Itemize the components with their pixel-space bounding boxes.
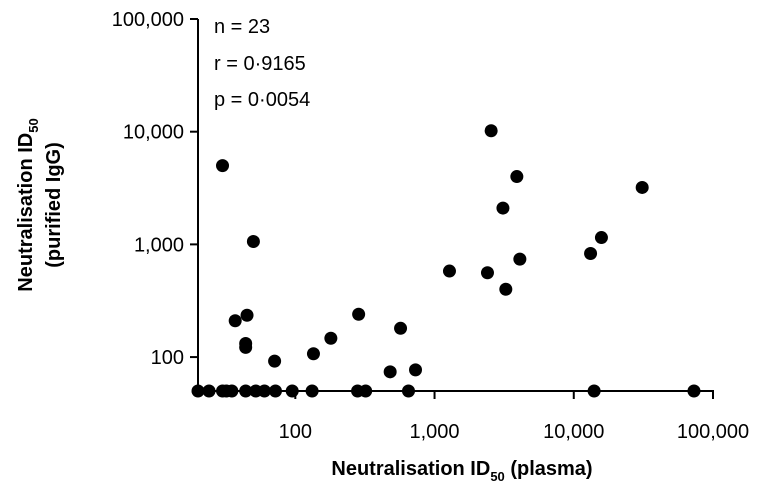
data-point <box>584 247 598 261</box>
annotations: n = 23 r = 0·9165 p = 0·0054 <box>214 16 310 111</box>
y-axis-title-line2: (purified IgG) <box>43 142 65 268</box>
data-point <box>510 170 524 184</box>
annotation-r: r = 0·9165 <box>214 53 306 75</box>
x-axis-title: Neutralisation ID50 (plasma) <box>331 458 592 484</box>
data-point <box>246 235 260 249</box>
data-point <box>635 180 649 194</box>
data-point <box>484 124 498 138</box>
data-point <box>383 365 397 379</box>
y-tick-label: 100 <box>151 347 184 369</box>
data-point <box>594 231 608 245</box>
y-axis-title-line1: Neutralisation ID50 <box>15 118 41 291</box>
points-layer <box>191 124 701 398</box>
x-tick-label: 100 <box>279 421 312 443</box>
data-point <box>442 264 456 278</box>
x-tick-label: 10,000 <box>543 421 604 443</box>
data-point <box>480 266 494 280</box>
y-ticks: 100 1,000 10,000 100,000 <box>112 9 198 369</box>
data-point <box>239 340 253 354</box>
data-point <box>409 363 423 377</box>
x-tick-label: 100,000 <box>677 421 749 443</box>
y-tick-label: 1,000 <box>134 234 184 256</box>
y-tick-label: 100,000 <box>112 9 184 31</box>
data-point <box>496 201 510 215</box>
data-point <box>513 252 527 266</box>
annotation-p: p = 0·0054 <box>214 89 310 111</box>
data-point <box>306 347 320 361</box>
data-point <box>352 307 366 321</box>
x-ticks: 100 1,000 10,000 100,000 <box>279 391 749 443</box>
data-point <box>499 282 513 296</box>
data-point <box>268 354 282 368</box>
data-point <box>240 308 254 322</box>
data-point <box>394 321 408 335</box>
data-point <box>216 159 230 173</box>
x-tick-label: 1,000 <box>410 421 460 443</box>
data-point <box>324 331 338 345</box>
data-point <box>228 314 242 328</box>
annotation-n: n = 23 <box>214 16 270 38</box>
y-tick-label: 10,000 <box>123 122 184 144</box>
